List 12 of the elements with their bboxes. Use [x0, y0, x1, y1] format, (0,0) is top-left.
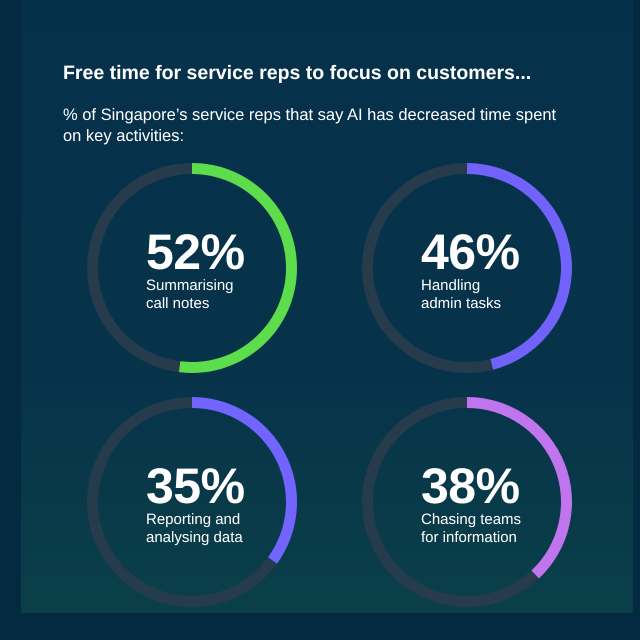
text: Reporting and analysing data [146, 511, 244, 547]
data-label: 35% [146, 458, 246, 514]
text: Chasing teams for information [421, 511, 522, 547]
data-label: 46% [421, 224, 521, 280]
data-label: 38% [421, 458, 521, 514]
text: Handling admin tasks [421, 277, 502, 313]
donut-slice [362, 397, 539, 607]
donut-slice [87, 397, 277, 607]
data-label: 52% [146, 224, 246, 280]
text: Summarising call notes [146, 277, 235, 313]
text: % of Singapore’s service reps that say AI has decreased time spent on key activities: [63, 105, 558, 147]
text: Free time for service reps to focus on customers... [63, 61, 532, 85]
